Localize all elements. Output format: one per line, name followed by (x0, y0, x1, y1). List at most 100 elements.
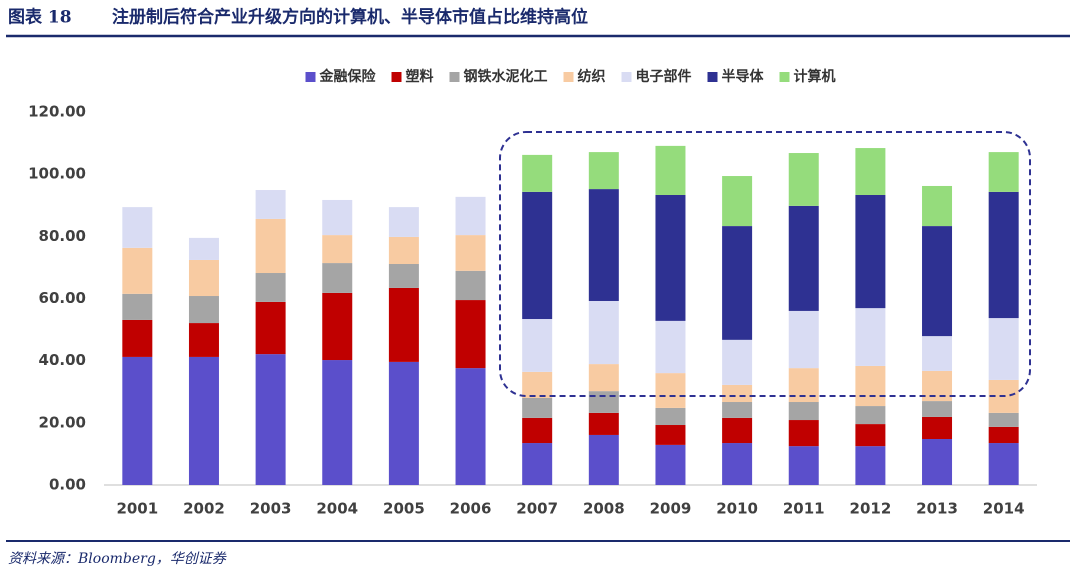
bar-segment (788, 153, 819, 206)
x-tick-label: 2008 (583, 500, 625, 518)
figure-title: 注册制后符合产业升级方向的计算机、半导体市值占比维持高位 (112, 7, 588, 28)
bar-segment (455, 300, 486, 369)
bar-segment (522, 371, 553, 398)
bar-segment (455, 235, 486, 271)
bar-segment (588, 364, 619, 392)
bar-segment (255, 354, 286, 485)
y-tick-label: 80.00 (39, 227, 86, 245)
legend-label: 钢铁水泥化工 (464, 68, 548, 85)
bar-segment (188, 259, 219, 297)
highlight-box (499, 131, 1031, 397)
bar-segment (388, 207, 419, 237)
bar-segment (855, 424, 886, 447)
y-tick-label: 20.00 (39, 413, 86, 431)
y-tick-label: 0.00 (49, 476, 86, 494)
figure-label: 图表 18 (8, 7, 72, 28)
bar-segment (922, 336, 953, 371)
legend-swatch (779, 72, 790, 82)
x-tick-label: 2005 (383, 500, 425, 518)
legend-label: 纺织 (578, 68, 606, 85)
bar-segment (788, 205, 819, 311)
bar-segment (722, 226, 753, 340)
legend-label: 半导体 (722, 68, 765, 85)
bar-segment (655, 444, 686, 485)
bar-segment (988, 412, 1019, 427)
bar-segment (588, 152, 619, 190)
legend-swatch (305, 72, 316, 82)
bar-segment (122, 293, 153, 320)
bar-segment (722, 417, 753, 444)
bar-segment (922, 370, 953, 402)
bar-segment (855, 365, 886, 407)
legend-swatch (563, 72, 574, 82)
bar-segment (522, 397, 553, 418)
bar-segment (388, 263, 419, 288)
bar-segment (188, 237, 219, 260)
legend-label: 计算机 (794, 68, 836, 85)
bar-segment (722, 176, 753, 227)
y-tick-label: 60.00 (39, 289, 86, 307)
bar-segment (588, 434, 619, 485)
bar-segment (922, 401, 953, 417)
legend-label: 塑料 (406, 68, 434, 85)
bar-segment (788, 310, 819, 369)
legend-swatch (707, 72, 718, 82)
bar-segment (722, 339, 753, 385)
bar-segment (188, 356, 219, 485)
bar-segment (922, 416, 953, 439)
bar-segment (455, 270, 486, 301)
bar-segment (655, 145, 686, 195)
bar-segment (255, 218, 286, 274)
y-tick-label: 40.00 (39, 351, 86, 369)
x-tick-label: 2003 (250, 500, 292, 518)
bar-segment (188, 323, 219, 357)
bar-segment (722, 402, 753, 418)
bar-segment (122, 356, 153, 485)
legend-label: 金融保险 (319, 68, 377, 85)
x-tick-label: 2004 (316, 500, 358, 518)
bar-segment (522, 319, 553, 372)
y-tick-label: 100.00 (28, 165, 86, 183)
bar-segment (522, 443, 553, 485)
bar-segment (988, 318, 1019, 380)
x-tick-label: 2001 (116, 500, 158, 518)
bar-segment (188, 296, 219, 324)
bar-segment (322, 360, 353, 485)
bar-segment (588, 391, 619, 413)
bar-segment (522, 191, 553, 320)
bar-segment (655, 320, 686, 374)
x-tick-label: 2014 (983, 500, 1025, 518)
bar-segment (388, 236, 419, 264)
bar-segment (855, 446, 886, 485)
bar-segment (322, 263, 353, 293)
bar-segment (255, 190, 286, 219)
bar-segment (522, 154, 553, 192)
bar-segment (255, 273, 286, 302)
bar-segment (522, 417, 553, 444)
bar-segment (122, 207, 153, 248)
plot: 0.00 20.00 40.00 60.00 80.00 100.00 120.00 2001… (28, 103, 1037, 518)
x-tick-label: 2010 (716, 500, 758, 518)
legend-label: 电子部件 (636, 68, 692, 85)
bar-segment (322, 235, 353, 264)
bar-segment (255, 301, 286, 355)
bar-segment (322, 292, 353, 361)
bar-segment (388, 287, 419, 362)
bar-segment (788, 402, 819, 421)
bar-segment (722, 443, 753, 485)
bar-segment (655, 373, 686, 408)
bar-segment (855, 194, 886, 309)
bar-segment (988, 152, 1019, 192)
legend-swatch (621, 72, 632, 82)
bar-segment (855, 308, 886, 366)
legend-swatch (449, 72, 460, 82)
bar-segment (655, 194, 686, 321)
bar-segment (455, 368, 486, 485)
x-tick-label: 2011 (783, 500, 825, 518)
bar-segment (988, 191, 1019, 319)
bar-segment (655, 407, 686, 426)
bar-segment (122, 319, 153, 357)
x-tick-label: 2012 (850, 500, 892, 518)
x-tick-label: 2006 (450, 500, 492, 518)
